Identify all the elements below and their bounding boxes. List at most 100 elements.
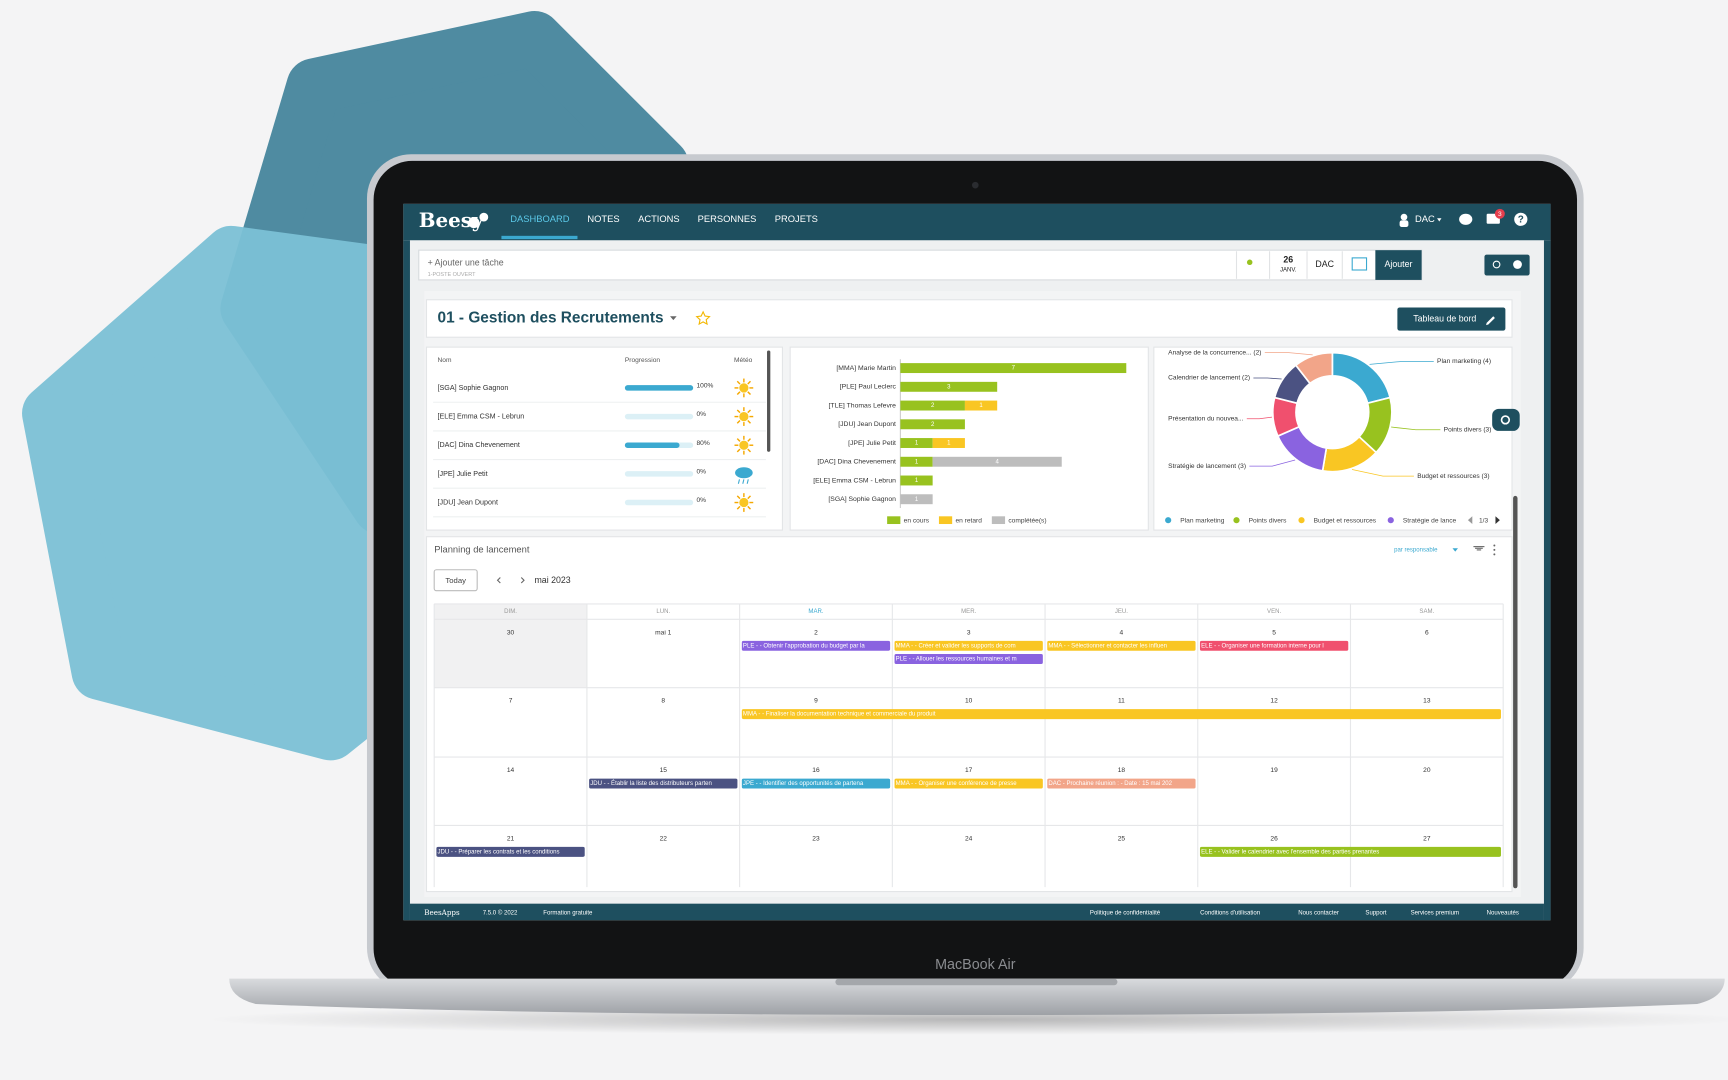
sun-core [739, 383, 749, 393]
event[interactable] [894, 640, 1043, 651]
event[interactable] [1199, 640, 1349, 651]
nav-item[interactable]: NOTES [587, 214, 619, 224]
event[interactable] [436, 846, 585, 857]
bar-value-label: 1 [915, 497, 919, 503]
device-label: MacBook Air [935, 957, 1016, 973]
footer [409, 903, 1544, 921]
day-number: 3 [967, 629, 971, 636]
nav-active-underline [501, 235, 578, 240]
help-icon[interactable] [1514, 212, 1528, 226]
settings-button[interactable] [1492, 408, 1520, 431]
progress-label: 0% [696, 411, 706, 418]
legend-dot [1165, 517, 1172, 524]
card [425, 346, 783, 531]
event[interactable] [741, 778, 891, 789]
event[interactable] [894, 778, 1043, 789]
day-number: 13 [1423, 698, 1431, 705]
footer-link[interactable]: Nouveautés [1487, 911, 1519, 917]
favorite-star[interactable] [695, 310, 711, 326]
leader-line [1249, 459, 1296, 467]
bar-value-label: 1 [979, 403, 983, 409]
project-title: 01 - Gestion des Recrutements [438, 310, 664, 327]
footer-link[interactable]: Nous contacter [1298, 911, 1339, 917]
chat-icon[interactable] [1459, 213, 1473, 225]
legend-swatch [887, 516, 901, 525]
task-input[interactable] [418, 249, 1423, 281]
next-month[interactable] [520, 577, 525, 584]
date-month: JANV. [1280, 268, 1297, 274]
nav-item[interactable]: PERSONNES [698, 214, 757, 224]
day-number: 7 [509, 698, 513, 705]
bar-value-label: 1 [947, 441, 951, 447]
laptop-notch [835, 978, 1118, 986]
sun-ray [736, 495, 741, 500]
dashboard-button[interactable] [1397, 307, 1506, 331]
sun-core [739, 411, 749, 422]
event[interactable] [1047, 778, 1196, 789]
view-icon[interactable] [1351, 257, 1368, 271]
bar-value-label: 1 [915, 441, 919, 447]
event-label: MMA - - Sélectionner et contacter les in… [1048, 643, 1167, 649]
footer-link[interactable]: Politique de confidentialité [1090, 911, 1161, 917]
footer-training[interactable]: Formation gratuite [543, 911, 593, 917]
person-name: [JPE] Julie Petit [438, 470, 488, 478]
legend-swatch [991, 516, 1006, 525]
footer-link[interactable]: Services premium [1411, 911, 1459, 917]
user-menu[interactable]: DAC [1415, 214, 1435, 224]
event[interactable] [741, 709, 1501, 720]
footer-link[interactable]: Conditions d'utilisation [1200, 911, 1260, 917]
day-number: 9 [814, 698, 818, 705]
day-number: 27 [1423, 835, 1431, 842]
sun-ray [747, 409, 752, 414]
legend-label: complétée(s) [1008, 517, 1046, 524]
legend-swatch [938, 516, 953, 525]
legend-page: 1/3 [1479, 517, 1489, 524]
weather-rain [746, 479, 749, 484]
tool-button[interactable] [1484, 254, 1530, 276]
event-label: PLE - - Obtenir l'approbation du budget … [743, 643, 865, 649]
footer-link[interactable]: Support [1365, 911, 1386, 917]
leader-line [1264, 352, 1313, 356]
leader-line [1369, 361, 1434, 365]
bar-category: [TLE] Thomas Lefevre [829, 402, 897, 409]
add-button[interactable] [1375, 250, 1422, 280]
event-label: PLE - - Allouer les ressources humaines … [896, 657, 1017, 663]
day-number: 25 [1118, 835, 1126, 842]
day-number: 14 [507, 767, 515, 774]
event[interactable] [741, 640, 891, 651]
weather-rain [742, 479, 745, 484]
progress-bar [624, 442, 680, 448]
bar-category: [JPE] Julie Petit [848, 440, 896, 447]
nav-item[interactable]: PROJETS [775, 214, 818, 224]
sun-ray [736, 409, 741, 414]
project-caret[interactable] [670, 316, 677, 321]
day-number: 16 [812, 767, 820, 774]
event[interactable] [589, 778, 738, 789]
legend-next[interactable] [1495, 516, 1500, 525]
more-icon [1493, 548, 1496, 551]
slice-label: Stratégie de lancement (3) [1168, 463, 1246, 470]
tool-icon [1513, 260, 1522, 269]
legend-prev[interactable] [1467, 516, 1473, 525]
progress-label: 100% [696, 382, 713, 389]
event-label: JPE - - Identifier des opportunités de p… [743, 781, 864, 787]
event[interactable] [894, 654, 1043, 664]
screen-side [403, 240, 410, 921]
date-day: 26 [1283, 254, 1293, 264]
settings-icon [1500, 415, 1511, 425]
nav-item[interactable]: DASHBOARD [510, 214, 570, 224]
today-button[interactable] [433, 569, 478, 592]
calendar-filter[interactable]: par responsable [1394, 548, 1438, 554]
leader-line [1246, 416, 1273, 420]
weekday: DIM. [504, 609, 517, 615]
event[interactable] [1047, 640, 1196, 651]
footer-brand: BeesApps [424, 908, 460, 917]
nav-item[interactable]: ACTIONS [638, 214, 680, 224]
event[interactable] [1199, 846, 1501, 857]
past-day [434, 603, 587, 688]
prev-month[interactable] [496, 577, 501, 584]
sun-ray [736, 380, 741, 385]
task-placeholder: + Ajouter une tâche [428, 258, 504, 268]
assignee[interactable]: DAC [1315, 259, 1334, 269]
